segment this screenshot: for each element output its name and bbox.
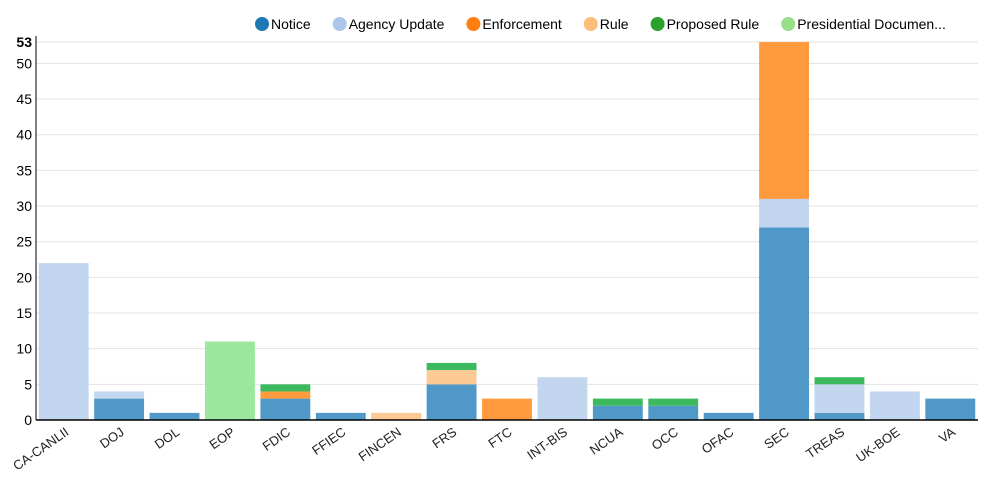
bar-fincen-rule[interactable] [371,412,422,420]
y-tick-label: 35 [16,162,32,178]
legend-swatch [255,17,269,31]
bar-treas-agency-update[interactable] [814,384,865,413]
x-tick-label: SEC [761,424,792,452]
legend-item-proposed-rule[interactable]: Proposed Rule [650,16,760,32]
bar-treas-notice[interactable] [814,412,865,420]
y-tick-label: 50 [16,55,32,71]
x-axis: CA-CANLII DOJ DOL EOP FDIC FFIEC FINCEN FRS FTC I… [10,419,978,473]
legend-item-rule[interactable]: Rule [583,16,629,32]
bar-ofac-notice[interactable] [703,412,754,420]
legend-item-notice[interactable]: Notice [255,16,311,32]
x-tick-label: FTC [485,424,514,451]
legend-label: Enforcement [482,16,561,32]
x-tick-label: NCUA [587,424,626,458]
x-tick-label: DOL [152,424,183,452]
bar-doj-notice[interactable] [94,398,145,420]
bar-frs-proposed-rule[interactable] [426,362,477,371]
legend-label: Agency Update [349,16,445,32]
legend-label: Presidential Documen... [797,16,946,32]
x-tick-label: FDIC [260,424,293,454]
bar-sec-notice[interactable] [759,227,809,420]
bar-dol-notice[interactable] [149,412,200,420]
x-tick-label: UK-BOE [853,424,903,465]
legend-swatch [583,17,598,31]
x-tick-label: OCC [649,424,681,453]
bar-occ-notice[interactable] [648,405,699,420]
legend-swatch [466,17,481,31]
x-tick-label: OFAC [699,424,737,457]
y-max-label: 53 [16,34,32,50]
legend-item-agency-update[interactable]: Agency Update [332,16,445,32]
bar-ftc-enforcement[interactable] [482,398,532,420]
y-tick-label: 10 [16,341,32,357]
y-tick-label: 30 [16,198,32,214]
legend-item-presidential-documents[interactable]: Presidential Documen... [781,16,946,32]
x-tick-label: FINCEN [356,424,404,464]
bar-fdic-proposed-rule[interactable] [260,384,311,392]
bar-eop-presidential-documents[interactable] [205,341,255,420]
legend-label: Rule [600,16,629,32]
x-tick-label: VA [936,424,958,446]
y-tick-label: 5 [24,376,32,392]
bar-ncua-notice[interactable] [592,405,643,420]
bar-fdic-notice[interactable] [260,398,311,420]
x-tick-label: CA-CANLII [10,424,71,473]
bar-uk-boe-agency-update[interactable] [869,391,920,420]
bar-sec-agency-update[interactable] [759,198,809,228]
bar-int-bis-agency-update[interactable] [537,377,588,420]
y-tick-label: 20 [16,269,32,285]
gridlines [36,41,978,385]
bar-va-notice[interactable] [925,398,976,420]
bar-ncua-proposed-rule[interactable] [592,398,643,406]
x-tick-label: INT-BIS [524,424,570,463]
y-tick-label: 45 [16,91,32,107]
y-tick-label: 15 [16,305,32,321]
legend-swatch [781,17,796,31]
legend: Notice Agency Update Enforcement Rule Propos… [255,16,946,32]
legend-item-enforcement[interactable]: Enforcement [466,16,562,32]
legend-label: Proposed Rule [667,16,760,32]
y-axis: 0 5 10 15 20 25 30 35 40 45 50 53 [16,34,37,428]
y-tick-label: 40 [16,127,32,143]
x-tick-label: EOP [207,424,238,452]
x-tick-label: TREAS [803,424,847,461]
x-tick-label: FFIEC [309,424,348,458]
bar-sec-enforcement[interactable] [759,42,809,199]
bar-frs-rule[interactable] [426,370,477,385]
bar-ca-canlii-agency-update[interactable] [38,263,89,420]
x-tick-label: FRS [429,424,459,451]
y-tick-label: 0 [24,412,32,428]
bar-ffiec-notice[interactable] [315,412,366,420]
legend-swatch [332,17,347,31]
bar-doj-agency-update[interactable] [94,391,145,399]
y-tick-label: 25 [16,234,32,250]
legend-label: Notice [271,16,311,32]
bar-occ-proposed-rule[interactable] [648,398,699,406]
legend-swatch [650,17,665,31]
bars [38,42,976,420]
bar-fdic-enforcement[interactable] [260,391,311,399]
bar-treas-proposed-rule[interactable] [814,377,865,385]
bar-frs-notice[interactable] [426,384,477,420]
x-tick-label: DOJ [97,424,127,451]
